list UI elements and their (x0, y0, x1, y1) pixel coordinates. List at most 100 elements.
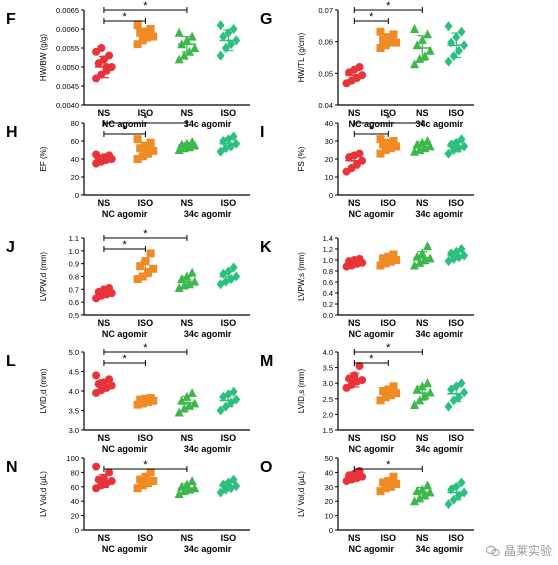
data-point (417, 34, 427, 44)
panel-letter: M (260, 353, 273, 370)
data-point (133, 275, 142, 284)
panel-letter: F (6, 11, 16, 28)
data-point (452, 137, 461, 148)
y-tick-label: 3.0 (69, 426, 79, 435)
data-point (149, 477, 158, 486)
data-point (144, 149, 153, 158)
data-point (174, 54, 184, 64)
data-point (133, 400, 142, 409)
data-point (425, 387, 435, 397)
y-axis-label: HW/BW (g/g) (39, 34, 48, 81)
sig-label: * (123, 124, 128, 136)
data-point (136, 28, 145, 37)
x-tick-label: ISO (138, 533, 154, 543)
data-point (141, 394, 150, 403)
y-tick-label: 1.0 (323, 256, 333, 265)
data-point (384, 138, 393, 147)
data-point (105, 375, 114, 384)
data-point (389, 250, 398, 259)
y-tick-label: 20 (325, 155, 333, 164)
x-tick-label: ISO (449, 318, 465, 328)
x-tick-label: NS (181, 198, 194, 208)
group-caption: NC agomir (102, 544, 148, 554)
data-point (229, 131, 238, 142)
group-caption: 34c agomir (184, 209, 232, 219)
data-point (381, 393, 390, 402)
data-point (420, 390, 430, 400)
data-point (423, 241, 433, 251)
data-point (460, 387, 469, 398)
y-axis-label: LV Vol,d (μL) (39, 471, 48, 517)
x-tick-label: ISO (221, 198, 237, 208)
data-point (144, 268, 153, 277)
y-tick-label: 0.6 (323, 278, 333, 287)
y-tick-label: 20 (71, 512, 79, 521)
data-point (133, 135, 142, 144)
data-point (149, 264, 158, 273)
wechat-icon (485, 545, 500, 557)
data-point (141, 257, 150, 266)
data-point (174, 489, 184, 498)
sig-label: * (123, 11, 128, 23)
data-point (457, 26, 466, 37)
data-point (447, 37, 456, 48)
x-tick-label: NS (416, 533, 429, 543)
data-point (454, 45, 463, 56)
data-point (381, 259, 390, 268)
data-point (386, 144, 395, 153)
y-tick-label: 0.0055 (56, 44, 79, 53)
x-tick-label: ISO (221, 318, 237, 328)
data-point (187, 476, 197, 486)
y-tick-label: 0.4 (323, 289, 333, 298)
y-tick-label: 50 (325, 454, 333, 463)
y-tick-label: 0.0060 (56, 25, 79, 34)
data-point (216, 146, 225, 157)
x-tick-label: NS (348, 533, 361, 543)
y-tick-label: 1.0 (69, 247, 79, 256)
data-point (133, 484, 142, 493)
data-point (389, 382, 398, 391)
data-point (138, 481, 147, 490)
y-tick-label: 3.0 (323, 379, 333, 388)
y-tick-label: 4.0 (69, 387, 79, 396)
x-tick-label: NS (348, 198, 361, 208)
sig-label: * (369, 124, 374, 136)
x-tick-label: NS (348, 108, 361, 118)
y-tick-label: 4.5 (69, 368, 79, 377)
data-point (376, 149, 385, 158)
data-point (229, 262, 238, 273)
data-point (376, 135, 385, 144)
y-tick-label: 4.0 (323, 348, 333, 357)
group-caption: 34c agomir (184, 119, 232, 129)
x-tick-label: NS (181, 433, 194, 443)
x-tick-label: NS (416, 198, 429, 208)
x-tick-label: ISO (449, 433, 465, 443)
group-caption: 34c agomir (416, 444, 464, 454)
data-point (417, 248, 427, 258)
data-point (174, 283, 184, 293)
data-point (174, 27, 184, 37)
data-point (216, 405, 225, 416)
data-point (379, 35, 388, 44)
data-point (379, 478, 388, 487)
data-point (133, 40, 142, 49)
y-tick-label: 80 (71, 468, 79, 477)
data-point (392, 142, 401, 151)
y-tick-label: 30 (325, 483, 333, 492)
watermark: 晶莱实验 (485, 542, 552, 559)
data-point (177, 395, 187, 405)
sig-label: * (143, 113, 148, 125)
x-tick-label: NS (98, 198, 111, 208)
data-point (138, 272, 147, 281)
y-axis-label: LVPW,s (mm) (297, 252, 306, 301)
data-point (381, 484, 390, 493)
y-tick-label: 0.0050 (56, 63, 79, 72)
x-tick-label: ISO (449, 108, 465, 118)
y-tick-label: 0 (75, 191, 79, 200)
data-point (229, 386, 238, 397)
y-tick-label: 1.1 (69, 234, 79, 243)
data-point (417, 484, 427, 494)
data-point (174, 407, 184, 417)
y-axis-label: EF (%) (39, 146, 48, 171)
